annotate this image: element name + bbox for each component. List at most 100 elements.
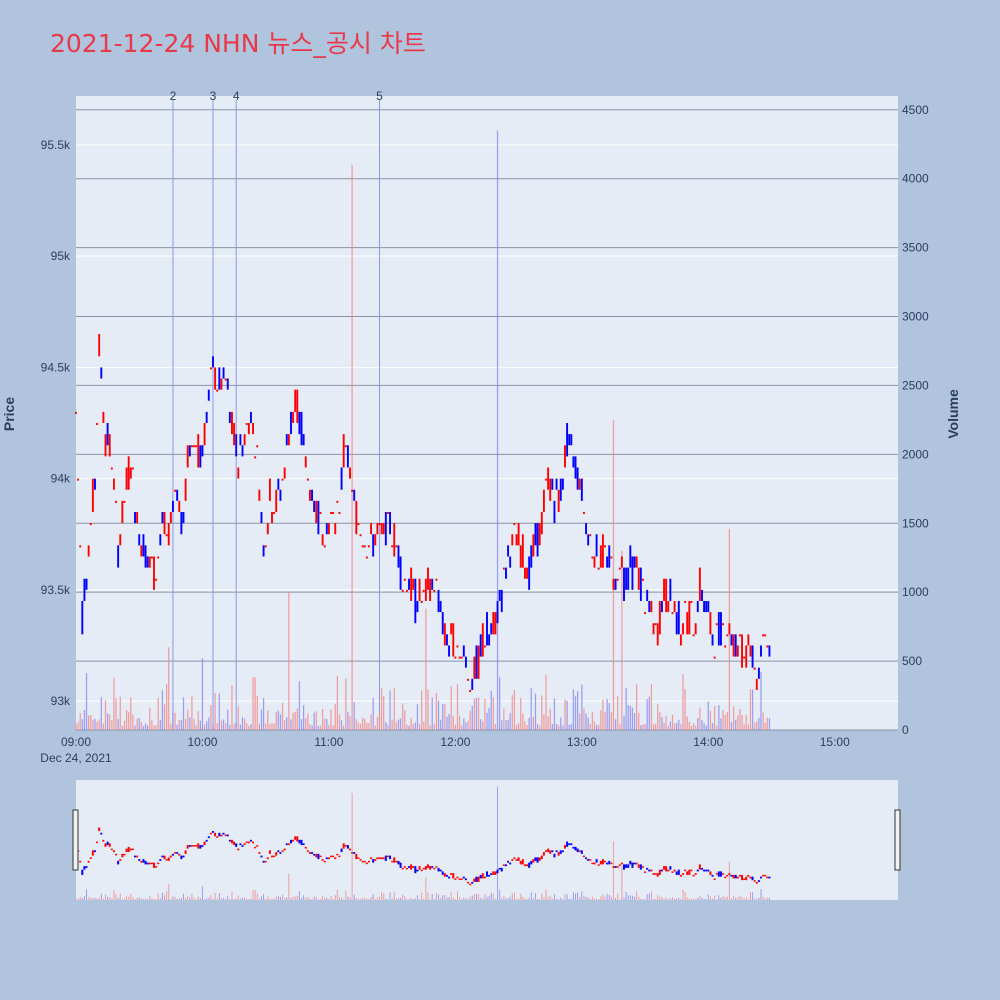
candle — [429, 578, 432, 601]
mini-candle — [574, 846, 577, 851]
candle — [306, 478, 309, 481]
volume-bar — [608, 703, 610, 730]
candle — [751, 645, 754, 668]
mini-candle — [582, 855, 585, 858]
mini-volume-bar — [134, 899, 136, 900]
mini-candle — [230, 839, 233, 844]
mini-volume-bar — [269, 898, 271, 900]
candle — [241, 445, 244, 457]
volume-bar — [273, 723, 275, 730]
mini-candle — [665, 866, 668, 872]
volume-bar — [469, 710, 471, 730]
volume-bar — [617, 696, 619, 730]
mini-volume-bar — [88, 897, 90, 900]
mini-volume-bar — [499, 890, 501, 900]
candle — [296, 389, 299, 424]
mini-volume-bar — [421, 892, 423, 900]
mini-volume-bar — [629, 895, 631, 900]
volume-bar — [682, 674, 684, 730]
candle — [245, 423, 248, 426]
mini-volume-bar — [644, 898, 646, 900]
mini-candle — [730, 874, 733, 877]
volume-bar — [231, 685, 233, 730]
volume-bar — [184, 718, 187, 730]
candle — [349, 467, 351, 479]
candle — [131, 467, 134, 470]
volume-bar — [214, 693, 216, 730]
news-marker-label[interactable]: 5 — [376, 89, 383, 103]
volume-bar — [258, 723, 261, 730]
mini-candle — [146, 862, 149, 865]
candle — [361, 545, 364, 548]
volume-bar — [319, 725, 322, 730]
mini-candle — [696, 869, 699, 872]
mini-volume-bar — [511, 893, 513, 900]
mini-candle — [416, 869, 419, 872]
mini-candle — [707, 869, 710, 872]
range-slider[interactable] — [76, 780, 898, 900]
volume-bar — [410, 717, 412, 730]
volume-bar — [391, 719, 393, 730]
volume-bar — [743, 724, 745, 730]
mini-candle — [597, 864, 600, 866]
mini-volume-bar — [406, 898, 408, 900]
mini-candle — [115, 853, 118, 856]
candle — [616, 578, 619, 581]
candle — [471, 678, 474, 690]
mini-candle — [287, 843, 290, 846]
candle — [294, 389, 297, 412]
mini-candle — [553, 853, 556, 858]
mini-volume-bar — [566, 894, 568, 900]
news-marker-label[interactable]: 3 — [210, 89, 217, 103]
mini-candle — [717, 871, 720, 877]
candle — [85, 578, 88, 590]
mini-candle — [283, 848, 286, 851]
mini-candle — [148, 862, 151, 865]
mini-candle — [500, 867, 503, 872]
mini-candle — [606, 862, 609, 865]
mini-volume-bar — [336, 889, 338, 900]
mini-volume-bar — [625, 892, 627, 900]
mini-candle — [625, 864, 628, 868]
news-marker-label[interactable]: 2 — [170, 89, 177, 103]
volume-bar — [239, 724, 242, 730]
candle — [576, 467, 579, 490]
mini-candle — [268, 850, 271, 854]
y2-tick-label: 4000 — [902, 172, 929, 186]
candle — [462, 645, 465, 657]
range-slider-handle-left[interactable] — [72, 809, 79, 871]
mini-candle — [205, 839, 208, 842]
candle — [458, 656, 461, 659]
mini-candle — [566, 841, 569, 847]
mini-volume-bar — [661, 897, 663, 900]
volume-bar — [305, 718, 307, 730]
candle — [311, 489, 314, 501]
candle — [376, 523, 379, 535]
mini-candle — [745, 876, 748, 881]
mini-candle — [203, 841, 206, 846]
mini-candle — [186, 845, 189, 849]
mini-volume-bar — [271, 898, 273, 900]
candle — [570, 434, 573, 446]
mini-candle — [757, 880, 760, 882]
volume-bar — [532, 717, 535, 730]
y2-tick-label: 1000 — [902, 585, 929, 599]
volume-bar — [191, 696, 193, 730]
news-marker-label[interactable]: 4 — [233, 89, 240, 103]
candle — [351, 489, 354, 492]
volume-bar — [722, 710, 724, 730]
candle — [167, 523, 170, 546]
range-slider-handle-right[interactable] — [894, 809, 901, 871]
candle — [597, 567, 600, 570]
volume-bar — [203, 724, 206, 730]
volume-bar — [490, 690, 492, 730]
mini-candle — [692, 874, 695, 877]
mini-candle — [302, 843, 305, 846]
mini-volume-bar — [617, 893, 619, 900]
candle — [233, 423, 236, 446]
candle — [416, 600, 419, 613]
volume-bar — [408, 725, 410, 730]
mini-candle — [420, 869, 423, 872]
volume-bar — [90, 714, 92, 730]
mini-volume-bar — [478, 893, 480, 900]
